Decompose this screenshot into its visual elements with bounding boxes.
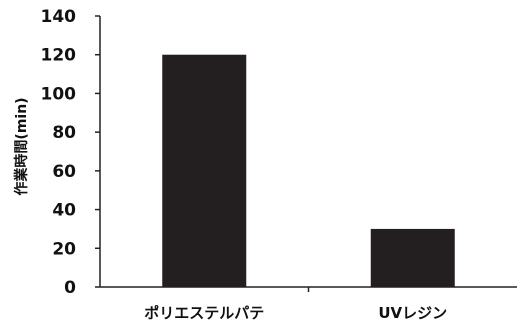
y-tick-label: 80 <box>52 123 76 143</box>
x-axis-labels: ポリエステルパテ UVレジン <box>144 304 447 322</box>
x-category-label: UVレジン <box>378 304 447 322</box>
y-axis-ticks: 0 20 40 60 80 100 120 140 <box>41 7 310 298</box>
bar-1 <box>162 54 247 287</box>
y-tick-label: 0 <box>64 278 76 298</box>
bars <box>162 54 455 287</box>
x-category-label: ポリエステルパテ <box>144 304 264 322</box>
y-tick-label: 40 <box>52 201 76 221</box>
y-tick-label: 120 <box>41 46 77 66</box>
y-tick-label: 100 <box>41 84 77 104</box>
bar-2 <box>370 228 455 287</box>
y-axis-title: 作業時間(min) <box>13 97 30 195</box>
y-tick-label: 20 <box>52 239 76 259</box>
y-tick-label: 140 <box>41 7 77 27</box>
y-tick-label: 60 <box>52 162 76 182</box>
